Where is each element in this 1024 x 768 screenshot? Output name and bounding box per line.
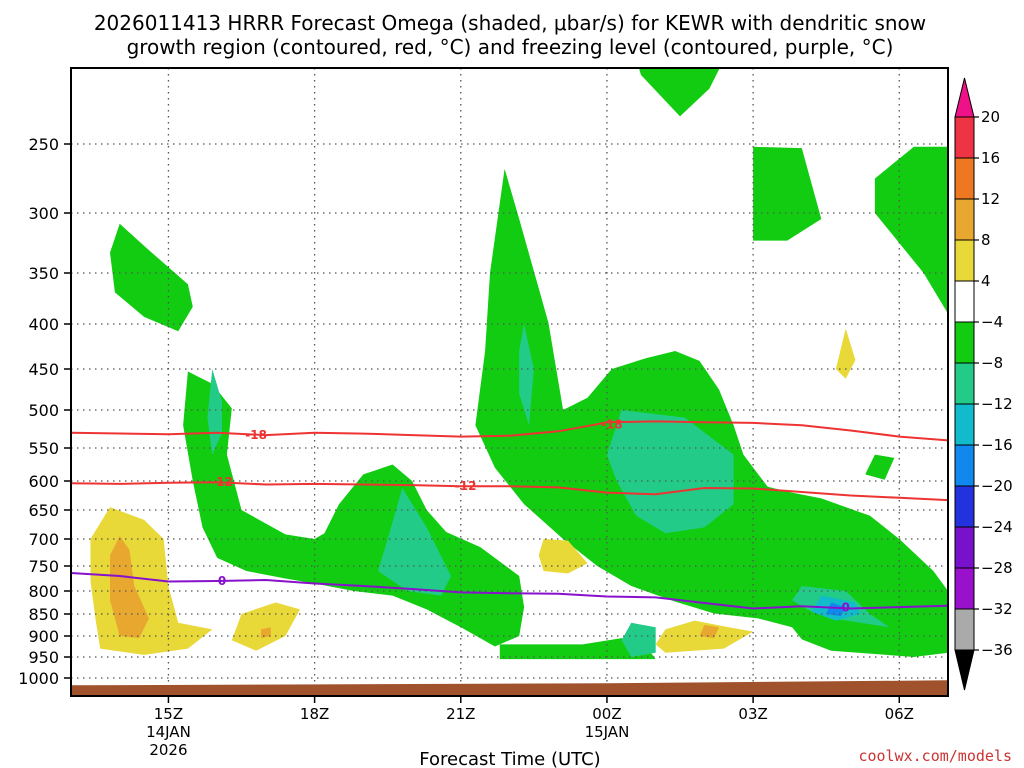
colorbar-tick-label-6: −8 [981, 354, 1003, 372]
colorbar-tick-label-4: 4 [981, 272, 991, 290]
chart-title-line-2: growth region (contoured, red, °C) and f… [127, 35, 894, 59]
gridlines [71, 68, 948, 696]
omega-region-orange-right-small [699, 625, 719, 639]
colorbar-bottom-arrow [954, 649, 975, 691]
y-axis: 250 300 350 400 450 500 550 600 650 700 750 800 850 9… [18, 135, 71, 688]
y-tick-label-650: 650 [28, 501, 59, 520]
colorbar-tick-label-9: −20 [981, 477, 1013, 495]
colorbar-bin-5 [954, 321, 975, 364]
contour-label-dgz-minus12-1: -12 [455, 479, 477, 493]
y-tick-label-850: 850 [28, 605, 59, 624]
colorbar-bin-8 [954, 444, 975, 487]
y-tick-label-350: 350 [28, 264, 59, 283]
y-tick-label-900: 900 [28, 627, 59, 646]
omega-region-teal-bottom [621, 622, 656, 657]
colorbar-bin-6 [954, 362, 975, 405]
colorbar-top-arrow [954, 77, 975, 118]
colorbar-bin-12 [954, 608, 975, 651]
colorbar-tick-label-11: −28 [981, 559, 1013, 577]
contour-dgz-minus12 [71, 481, 948, 502]
colorbar: 20 16 12 8 4 −4 −8 −12 −16 −20 −24 −28 −32 −36 [954, 77, 1013, 691]
x-tick-label-06Z: 06Z [885, 705, 914, 723]
y-tick-label-500: 500 [28, 401, 59, 420]
y-tick-label-450: 450 [28, 360, 59, 379]
colorbar-tick-label-2: 12 [981, 190, 1000, 208]
colorbar-bin-0 [954, 116, 975, 159]
colorbar-bin-4 [954, 280, 975, 323]
colorbar-bin-2 [954, 198, 975, 241]
terrain [71, 680, 948, 696]
contours: -18 -18 -12 -12 0 0 [71, 417, 948, 615]
x-tick-label-00Z: 00Z [592, 705, 621, 723]
colorbar-tick-label-3: 8 [981, 231, 991, 249]
omega-region-green-top-center [638, 68, 720, 117]
terrain-fill [71, 680, 948, 696]
y-tick-label-600: 600 [28, 472, 59, 491]
colorbar-bin-10 [954, 526, 975, 569]
omega-region-yellow-left-small [231, 602, 300, 651]
contour-label-freezing-level-0: 0 [218, 574, 226, 588]
colorbar-bin-11 [954, 567, 975, 610]
omega-region-yellow-right-small [835, 328, 856, 379]
y-tick-label-300: 300 [28, 204, 59, 223]
plot-frame [70, 67, 949, 697]
colorbar-tick-label-7: −12 [981, 395, 1013, 413]
colorbar-bin-3 [954, 239, 975, 282]
credit-text: coolwx.com/models [858, 747, 1012, 765]
omega-region-blue-right-core [826, 602, 846, 617]
x-tick-year-2026: 2026 [149, 741, 187, 759]
y-tick-label-750: 750 [28, 557, 59, 576]
x-tick-label-18Z: 18Z [300, 705, 329, 723]
omega-region-green-bottom-low [499, 638, 656, 660]
contour-dgz-minus18 [71, 420, 948, 442]
colorbar-bin-7 [954, 403, 975, 446]
y-tick-label-1000: 1000 [18, 669, 59, 688]
omega-region-green-dot-right [865, 454, 895, 480]
x-tick-label-15Z: 15Z [154, 705, 183, 723]
contour-label-dgz-minus12-0: -12 [211, 475, 233, 489]
chart-title-line-1: 2026011413 HRRR Forecast Omega (shaded, … [94, 11, 926, 35]
x-tick-label-21Z: 21Z [446, 705, 475, 723]
omega-region-orange-left [110, 536, 149, 639]
colorbar-tick-label-1: 16 [981, 149, 1000, 167]
omega-region-teal-center-strip [519, 324, 534, 426]
y-tick-label-800: 800 [28, 582, 59, 601]
omega-region-teal-left-lower [378, 488, 451, 596]
contour-label-dgz-minus18-1: -18 [601, 417, 623, 431]
y-tick-label-950: 950 [28, 648, 59, 667]
x-axis-label: Forecast Time (UTC) [419, 749, 600, 768]
omega-region-green-right-box [753, 146, 822, 241]
y-tick-label-250: 250 [28, 135, 59, 154]
colorbar-tick-label-5: −4 [981, 313, 1003, 331]
x-tick-label-03Z: 03Z [738, 705, 767, 723]
contour-freezing-level [71, 572, 948, 610]
omega-region-teal-center [606, 410, 734, 534]
omega-region-green-far-right [874, 146, 948, 314]
x-tick-date-15JAN: 15JAN [585, 723, 630, 741]
contour-label-dgz-minus18-0: -18 [245, 428, 267, 442]
y-tick-label-700: 700 [28, 530, 59, 549]
colorbar-tick-label-10: −24 [981, 518, 1013, 536]
colorbar-tick-label-12: −32 [981, 600, 1013, 618]
colorbar-tick-label-8: −16 [981, 436, 1013, 454]
colorbar-tick-label-13: −36 [981, 641, 1013, 659]
colorbar-tick-label-0: 20 [981, 108, 1000, 126]
omega-region-green-central [475, 168, 948, 658]
contour-label-freezing-level-1: 0 [842, 601, 850, 615]
y-tick-label-400: 400 [28, 315, 59, 334]
colorbar-bin-9 [954, 485, 975, 528]
x-tick-date-14JAN: 14JAN [146, 723, 191, 741]
omega-region-green-upper-left [110, 223, 193, 332]
colorbar-bin-1 [954, 157, 975, 200]
omega-region-yellow-center [538, 539, 588, 574]
y-tick-label-550: 550 [28, 439, 59, 458]
